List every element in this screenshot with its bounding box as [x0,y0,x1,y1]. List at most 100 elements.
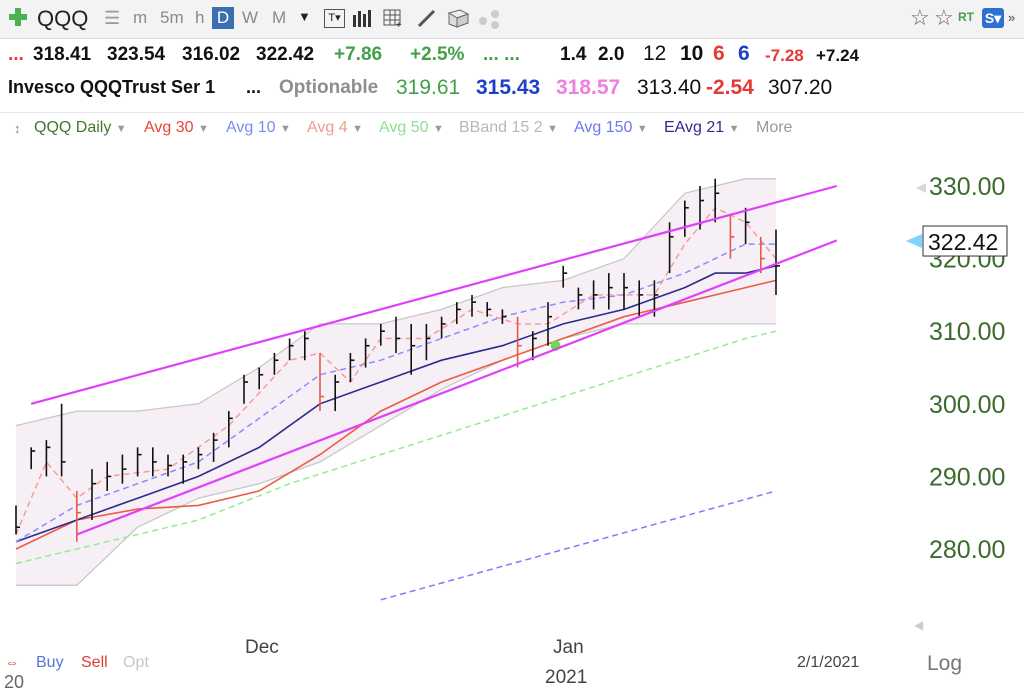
price-bar [501,309,507,324]
y-tick-label: 330.00 [929,173,1005,201]
overflow-icon[interactable]: » [1008,10,1016,25]
avg4-line [15,206,777,535]
price-bar [349,352,355,383]
price-bar [623,273,628,310]
timeframe-w[interactable]: W [242,8,259,27]
price-axis: 330.00320.00310.00300.00290.00280.00322.… [906,173,1008,564]
timeframe-mo[interactable]: M [272,8,287,27]
timeframe-h[interactable]: h [195,8,205,27]
price-bar [592,280,598,310]
toolbar: QQQ ☰ m 5m h D W M ▼ T▾ + ☆ ☆ RT S▾ » [0,0,1024,39]
high-value: 323.54 [107,44,166,65]
scroll-down-icon[interactable]: ◀ [914,618,924,632]
info-price-1: 319.61 [396,76,461,99]
info-price-6: 307.20 [768,76,833,99]
price-bar [638,280,644,317]
timeframe-dropdown-icon[interactable]: ▼ [298,9,311,24]
bband-upper-line [15,178,776,427]
price-bar [258,367,264,390]
avg150-line [380,490,777,601]
legend-avg30[interactable]: Avg 30 ▼ [144,119,209,136]
price-bar [182,454,188,484]
indicator-legend: ↕ QQQ Daily ▼ Avg 30 ▼ Avg 10 ▼ Avg 4 ▼ … [0,112,1024,143]
sell-button[interactable]: Sell [81,654,108,671]
x-axis-year: 2021 [545,667,588,688]
s-dropdown-icon[interactable]: S▾ [982,8,1004,28]
legend-avg10[interactable]: Avg 10 ▼ [226,119,291,136]
price-bar [775,229,780,295]
timeframe-d[interactable]: D [212,7,234,29]
timeframe-m[interactable]: m [133,8,148,27]
star-icon[interactable]: ☆ [910,5,930,30]
price-bar [364,338,370,368]
price-bar [410,323,416,375]
price-bar [288,338,294,361]
x-axis-dec: Dec [245,637,279,658]
grid-icon[interactable]: ☰ [104,8,121,28]
eavg21-line [15,265,777,543]
timeframe-5m[interactable]: 5m [160,8,184,27]
info-price-3: 318.57 [556,76,621,99]
price-bar [562,265,568,288]
price-bar [547,302,552,346]
price-bar [471,294,476,317]
stat-2: 2.0 [598,44,625,65]
quote-ellipsis-2: ... ... [483,44,520,65]
change-pct-value: +2.5% [410,44,465,65]
optionable-label: Optionable [279,77,379,98]
price-bar [15,505,20,535]
price-bar [152,447,157,477]
price-bar [425,323,431,361]
price-bar [303,331,309,361]
log-scale-toggle[interactable]: Log [927,652,963,675]
price-bar [319,352,324,412]
y-tick-label: 300.00 [929,391,1005,419]
info-ellipsis: ... [246,77,262,97]
buy-button[interactable]: Buy [36,654,64,671]
price-bar [167,454,172,477]
legend-avg150[interactable]: Avg 150 ▼ [574,119,648,136]
add-symbol-icon[interactable] [8,7,28,27]
price-chart[interactable]: 330.00320.00310.00300.00290.00280.00322.… [0,143,1024,643]
price-bar [531,331,537,361]
share-icon[interactable] [478,9,502,29]
text-tool-icon[interactable]: T▾ [324,9,345,28]
bar-chart-icon[interactable] [352,9,374,27]
opt-button[interactable]: Opt [123,654,149,671]
legend-avg50[interactable]: Avg 50 ▼ [379,119,444,136]
price-bar [91,469,96,520]
avg30-line [15,279,777,550]
y-tick-label: 280.00 [929,536,1005,564]
price-bar [121,454,127,484]
price-bar [197,447,203,470]
rt-icon[interactable]: RT [958,10,974,24]
table-icon[interactable]: + [383,8,405,28]
price-bar [714,178,720,223]
price-bar [212,432,218,462]
stat-3: 12 [643,42,667,65]
price-bars [15,178,780,542]
y-tick-label: 290.00 [929,463,1005,491]
legend-eavg21[interactable]: EAvg 21 ▼ [664,119,740,136]
legend-more[interactable]: More [756,119,793,136]
buy-sell-arrow-icon[interactable]: ⇔ [5,654,19,670]
info-price-2: 315.43 [476,76,541,99]
legend-qqq-daily[interactable]: QQQ Daily ▼ [34,119,127,136]
current-price-box [922,225,1008,257]
price-bar [577,287,583,310]
note-icon[interactable] [446,7,472,29]
legend-bband[interactable]: BBand 15 2 ▼ [459,119,558,136]
open-value: 318.41 [33,44,92,65]
draw-tool-icon[interactable] [416,7,438,29]
change-value: +7.86 [334,44,383,65]
symbol-input[interactable]: QQQ [37,6,89,31]
price-bar [759,236,765,274]
bband-fill [16,178,776,586]
stat-5: 6 [713,42,725,65]
star-outline-icon[interactable]: ☆ [934,5,954,30]
price-bar [76,490,81,542]
legend-sort-icon[interactable]: ↕ [14,121,21,136]
legend-avg4[interactable]: Avg 4 ▼ [307,119,363,136]
stat-1: 1.4 [560,44,587,65]
stat-6: 6 [738,42,750,65]
